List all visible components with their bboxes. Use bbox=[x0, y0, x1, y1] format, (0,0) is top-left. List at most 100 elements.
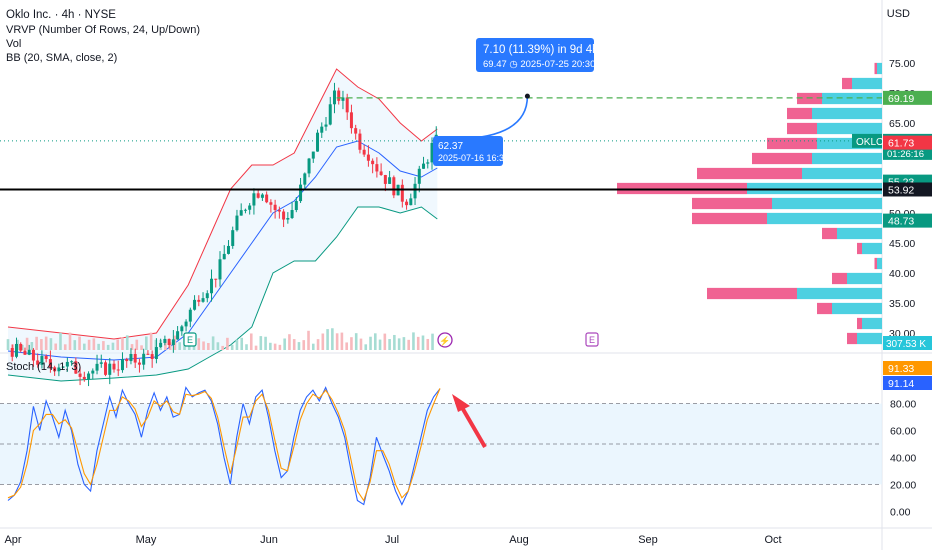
volume-bar bbox=[416, 336, 420, 350]
candle-body bbox=[154, 347, 158, 359]
volume-bar bbox=[202, 341, 205, 350]
price-tag-label: 61.73 bbox=[888, 138, 914, 150]
volume-profile-up-bar bbox=[817, 137, 882, 150]
price-tick-label: 45.00 bbox=[889, 238, 915, 250]
volume-bar bbox=[68, 332, 72, 350]
projection-end-point bbox=[524, 93, 530, 99]
highlight-arrow-shaft bbox=[458, 402, 487, 449]
candle-body bbox=[273, 204, 277, 211]
price-tick-label: 35.00 bbox=[889, 298, 915, 310]
volume-bar bbox=[59, 332, 62, 350]
candle-body bbox=[87, 373, 91, 380]
candle-body bbox=[125, 359, 129, 362]
candle-body bbox=[184, 321, 188, 327]
volume-bar bbox=[278, 344, 282, 350]
anchor-price: 62.37 bbox=[438, 141, 463, 152]
volume-bar bbox=[302, 340, 306, 350]
candle-body bbox=[19, 343, 23, 351]
price-tag-label: 69.19 bbox=[888, 93, 914, 105]
earnings-badge-icon bbox=[183, 332, 197, 347]
price-tag bbox=[883, 135, 932, 150]
candle-body bbox=[383, 175, 387, 184]
volume-profile-up-bar bbox=[767, 212, 882, 225]
volume-bar bbox=[87, 339, 91, 350]
price-tick-label: 65.00 bbox=[889, 118, 915, 130]
volume-profile-down-bar bbox=[752, 152, 812, 165]
volume-bar bbox=[106, 344, 110, 350]
candle-body bbox=[345, 97, 349, 113]
time-tick-label: Apr bbox=[4, 534, 21, 546]
projection-detail: 69.47 ◷ 2025-07-25 20:30 bbox=[483, 59, 595, 70]
stoch-tick-label: 0.00 bbox=[890, 506, 911, 518]
volume-bar bbox=[321, 333, 325, 350]
candle-body bbox=[99, 362, 103, 364]
candle-body bbox=[337, 90, 341, 101]
volume-bar bbox=[254, 345, 258, 350]
event-badge[interactable]: E bbox=[585, 332, 599, 347]
projection-arrow bbox=[437, 96, 529, 140]
candle-body bbox=[349, 112, 353, 129]
volume-profile-up-bar bbox=[832, 302, 882, 315]
volume-bar bbox=[273, 343, 277, 350]
volume-indicator-label[interactable]: Vol bbox=[6, 38, 22, 50]
volume-profile-up-bar bbox=[877, 62, 882, 75]
volume-bar bbox=[397, 338, 401, 350]
candle-body bbox=[371, 160, 375, 165]
symbol-tag bbox=[852, 133, 882, 148]
candle-body bbox=[328, 104, 332, 125]
volume-bar bbox=[373, 333, 377, 350]
volume-bar bbox=[216, 342, 220, 350]
candle-body bbox=[78, 373, 82, 377]
candle-body bbox=[260, 194, 264, 198]
candle-body bbox=[239, 210, 243, 216]
event-badge[interactable]: E bbox=[183, 332, 197, 347]
event-badge[interactable]: ⚡ bbox=[437, 332, 453, 348]
highlight-arrow-head bbox=[452, 394, 470, 412]
bollinger-lower-line bbox=[7, 206, 438, 382]
volume-profile-down-bar bbox=[697, 167, 802, 180]
candle-body bbox=[142, 353, 146, 365]
currency-label[interactable]: USD bbox=[886, 8, 910, 20]
candle-body bbox=[379, 171, 383, 176]
candle-body bbox=[290, 210, 294, 219]
volume-profile-up-bar bbox=[877, 257, 882, 270]
price-tick-label: 75.00 bbox=[889, 58, 915, 70]
volume-profile-down-bar bbox=[692, 212, 767, 225]
volume-bar bbox=[335, 333, 339, 350]
volume-bar bbox=[412, 332, 415, 350]
volume-profile-up-bar bbox=[847, 272, 882, 285]
volume-bar bbox=[307, 330, 310, 350]
candle-body bbox=[201, 298, 205, 302]
price-tag bbox=[883, 213, 932, 228]
candle-body bbox=[23, 350, 27, 355]
volume-bar bbox=[354, 333, 358, 350]
volume-profile-down-bar bbox=[797, 92, 822, 105]
anchor-time: 2025-07-16 16:30 bbox=[438, 153, 509, 163]
volume-profile-down-bar bbox=[767, 137, 817, 150]
stoch-tick-label: 40.00 bbox=[890, 452, 916, 464]
volume-bar bbox=[331, 328, 334, 350]
volume-bar bbox=[54, 343, 57, 350]
volume-bar bbox=[73, 340, 77, 350]
stoch-indicator-label[interactable]: Stoch (14, 1, 3) bbox=[6, 361, 82, 373]
candle-body bbox=[388, 177, 392, 184]
candle-body bbox=[231, 230, 235, 246]
volume-bar bbox=[83, 343, 86, 350]
bollinger-indicator-label[interactable]: BB (20, SMA, close, 2) bbox=[6, 52, 118, 64]
stoch-value-tag bbox=[883, 376, 932, 390]
bollinger-fill bbox=[8, 69, 438, 381]
candle-body bbox=[70, 361, 74, 363]
candle-body bbox=[163, 338, 167, 343]
candle-body bbox=[256, 193, 260, 198]
vrvp-indicator-label[interactable]: VRVP (Number Of Rows, 24, Up/Down) bbox=[6, 24, 200, 36]
volume-value-label: 307.53 K bbox=[886, 339, 926, 350]
price-tag-label: 48.73 bbox=[888, 216, 914, 228]
dividend-badge-label: ⚡ bbox=[439, 335, 450, 347]
volume-profile-up-bar bbox=[862, 242, 882, 255]
volume-bar bbox=[25, 337, 29, 350]
candle-body bbox=[417, 168, 421, 184]
candle-body bbox=[57, 367, 61, 372]
candle-body bbox=[269, 202, 273, 205]
volume-bar bbox=[11, 344, 15, 350]
